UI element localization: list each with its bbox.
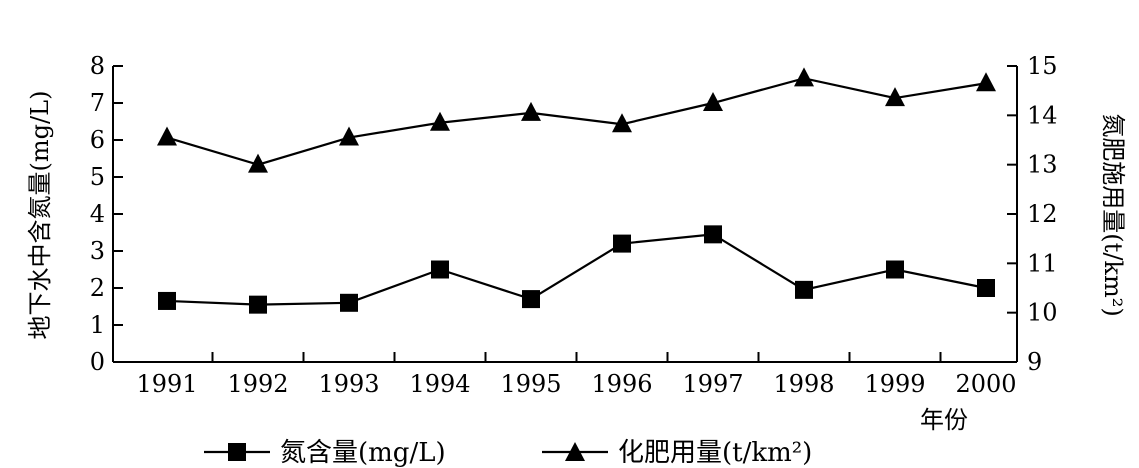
y-left-tick-label: 6 <box>90 126 105 154</box>
y-left-tick-label: 8 <box>90 52 105 80</box>
x-tick-label: 1998 <box>773 370 834 398</box>
y-right-tick-label: 9 <box>1027 348 1042 376</box>
x-tick-label: 1995 <box>500 370 561 398</box>
y-right-tick-label: 12 <box>1027 200 1058 228</box>
data-point-nitrogen <box>977 279 995 297</box>
y-left-tick-label: 1 <box>90 311 105 339</box>
data-point-nitrogen <box>431 260 449 279</box>
x-axis-title: 年份 <box>920 406 968 434</box>
y-left-tick-label: 4 <box>90 200 105 228</box>
legend-label-nitrogen: 氮含量(mg/L) <box>280 438 446 468</box>
data-point-nitrogen <box>340 293 358 312</box>
y-right-tick-label: 10 <box>1027 299 1058 327</box>
x-tick-label: 1994 <box>409 370 470 398</box>
data-point-fertilizer <box>976 72 996 92</box>
x-tick-label: 2000 <box>955 370 1016 398</box>
series-layer <box>157 67 996 314</box>
data-point-fertilizer <box>703 92 723 111</box>
y-left-tick-label: 2 <box>90 274 105 302</box>
series-line-1 <box>166 77 987 166</box>
y-right-tick-label: 15 <box>1027 52 1058 80</box>
data-point-fertilizer <box>794 67 814 87</box>
data-point-nitrogen <box>613 234 631 253</box>
data-point-nitrogen <box>886 260 904 279</box>
y-right-tick-label: 14 <box>1027 101 1058 129</box>
y-right-tick-label: 13 <box>1027 151 1058 179</box>
x-tick-label: 1999 <box>864 370 925 398</box>
data-point-nitrogen <box>795 280 813 299</box>
x-tick-label: 1991 <box>136 370 197 398</box>
data-point-nitrogen <box>522 290 540 309</box>
data-point-fertilizer <box>157 126 177 146</box>
legend-label-fertilizer: 化肥用量(t/km²) <box>618 438 812 468</box>
data-point-fertilizer <box>430 111 450 131</box>
y-right-axis-title: 氮肥施用量(t/km²) <box>1099 113 1127 316</box>
x-tick-label: 1997 <box>682 370 743 398</box>
legend-marker-triangle <box>565 442 585 461</box>
legend-marker-square <box>228 443 246 461</box>
data-point-nitrogen <box>704 225 722 244</box>
y-left-axis-title: 地下水中含氮量(mg/L) <box>26 91 54 340</box>
x-tick-label: 1993 <box>318 370 379 398</box>
x-tick-label: 1992 <box>227 370 288 398</box>
data-point-nitrogen <box>249 295 267 314</box>
data-point-fertilizer <box>248 153 268 173</box>
data-point-fertilizer <box>612 113 632 133</box>
series-line-0 <box>166 233 987 306</box>
y-left-tick-label: 7 <box>90 89 105 117</box>
y-left-tick-label: 0 <box>90 348 105 376</box>
y-right-tick-label: 11 <box>1027 249 1058 277</box>
x-tick-label: 1996 <box>591 370 652 398</box>
data-point-fertilizer <box>885 87 905 107</box>
y-left-tick-label: 5 <box>90 163 105 191</box>
data-point-nitrogen <box>158 291 176 310</box>
legend: 氮含量(mg/L) 化肥用量(t/km²) <box>204 438 812 468</box>
ticks <box>113 65 1017 363</box>
y-left-tick-label: 3 <box>90 237 105 265</box>
axes <box>112 66 1018 363</box>
data-point-fertilizer <box>339 126 359 146</box>
data-point-fertilizer <box>521 101 541 121</box>
